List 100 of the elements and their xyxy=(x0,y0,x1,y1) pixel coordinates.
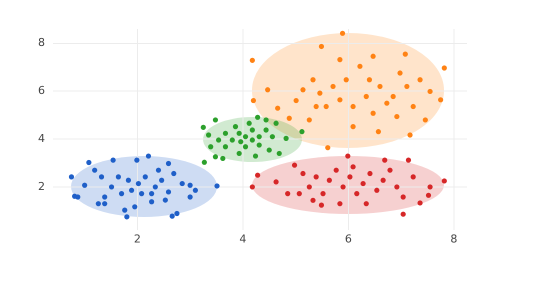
point xyxy=(422,117,428,123)
point xyxy=(273,179,279,185)
point xyxy=(438,97,444,102)
point xyxy=(246,120,252,126)
point xyxy=(156,168,162,173)
point xyxy=(180,180,185,186)
point xyxy=(350,164,356,170)
point xyxy=(174,210,180,216)
point xyxy=(255,172,260,178)
point xyxy=(250,184,255,190)
point xyxy=(337,201,342,206)
point xyxy=(252,153,258,159)
point xyxy=(236,130,242,136)
point xyxy=(337,57,342,62)
point xyxy=(212,154,218,160)
point xyxy=(364,94,369,100)
point xyxy=(136,180,142,186)
point xyxy=(82,182,88,188)
point xyxy=(292,162,298,168)
y-tick-label: 6 xyxy=(38,84,45,98)
point xyxy=(314,174,319,180)
point xyxy=(284,136,289,141)
point xyxy=(171,170,176,176)
point xyxy=(102,201,108,206)
point xyxy=(407,132,413,138)
point xyxy=(345,153,350,159)
point xyxy=(92,168,98,173)
point xyxy=(266,147,272,153)
x-tick-label: 8 xyxy=(450,232,458,246)
point xyxy=(98,174,104,180)
point xyxy=(299,129,305,134)
point xyxy=(212,117,218,123)
point xyxy=(340,184,346,190)
point xyxy=(146,153,152,159)
point xyxy=(202,160,207,165)
point xyxy=(324,104,329,110)
point xyxy=(394,114,400,120)
point xyxy=(75,194,80,200)
point xyxy=(354,191,360,196)
point xyxy=(142,174,148,180)
point xyxy=(270,134,275,140)
point xyxy=(417,200,423,206)
point xyxy=(367,170,373,176)
point xyxy=(232,124,238,130)
y-tick-label: 4 xyxy=(38,132,45,145)
point xyxy=(122,208,128,213)
point xyxy=(275,106,280,111)
point xyxy=(242,134,248,140)
point xyxy=(132,204,138,210)
point xyxy=(370,110,376,116)
point xyxy=(222,130,228,136)
point xyxy=(263,127,269,133)
point xyxy=(344,77,349,82)
point xyxy=(206,132,212,138)
point xyxy=(306,184,312,190)
point xyxy=(285,191,290,196)
point xyxy=(387,168,393,173)
point xyxy=(384,100,390,106)
point xyxy=(337,97,342,102)
point xyxy=(250,58,255,63)
point xyxy=(149,199,154,204)
point xyxy=(162,197,168,203)
point xyxy=(310,198,316,203)
point xyxy=(273,120,279,126)
point xyxy=(250,137,255,143)
point xyxy=(376,129,381,134)
point xyxy=(86,160,92,166)
point xyxy=(325,145,330,150)
point xyxy=(400,212,406,217)
point xyxy=(318,202,324,208)
point xyxy=(68,174,74,180)
point xyxy=(134,158,140,163)
point xyxy=(128,188,134,193)
point xyxy=(442,65,447,71)
point xyxy=(110,158,116,163)
point xyxy=(208,144,214,150)
point xyxy=(374,188,380,193)
point xyxy=(442,178,447,184)
point xyxy=(404,84,410,90)
point xyxy=(139,191,144,196)
point xyxy=(314,104,319,110)
point xyxy=(118,191,124,196)
point xyxy=(334,168,339,173)
point xyxy=(317,90,322,96)
point xyxy=(320,191,326,196)
point xyxy=(188,194,193,200)
point xyxy=(170,214,175,219)
point xyxy=(427,184,433,190)
point xyxy=(220,156,226,162)
point xyxy=(200,124,206,130)
point xyxy=(250,127,255,133)
point xyxy=(426,192,432,198)
point xyxy=(394,184,400,190)
point xyxy=(214,183,220,189)
point xyxy=(397,70,403,76)
point xyxy=(326,178,332,183)
point xyxy=(255,114,260,120)
point xyxy=(417,77,423,82)
point xyxy=(366,77,372,82)
point xyxy=(318,44,324,50)
